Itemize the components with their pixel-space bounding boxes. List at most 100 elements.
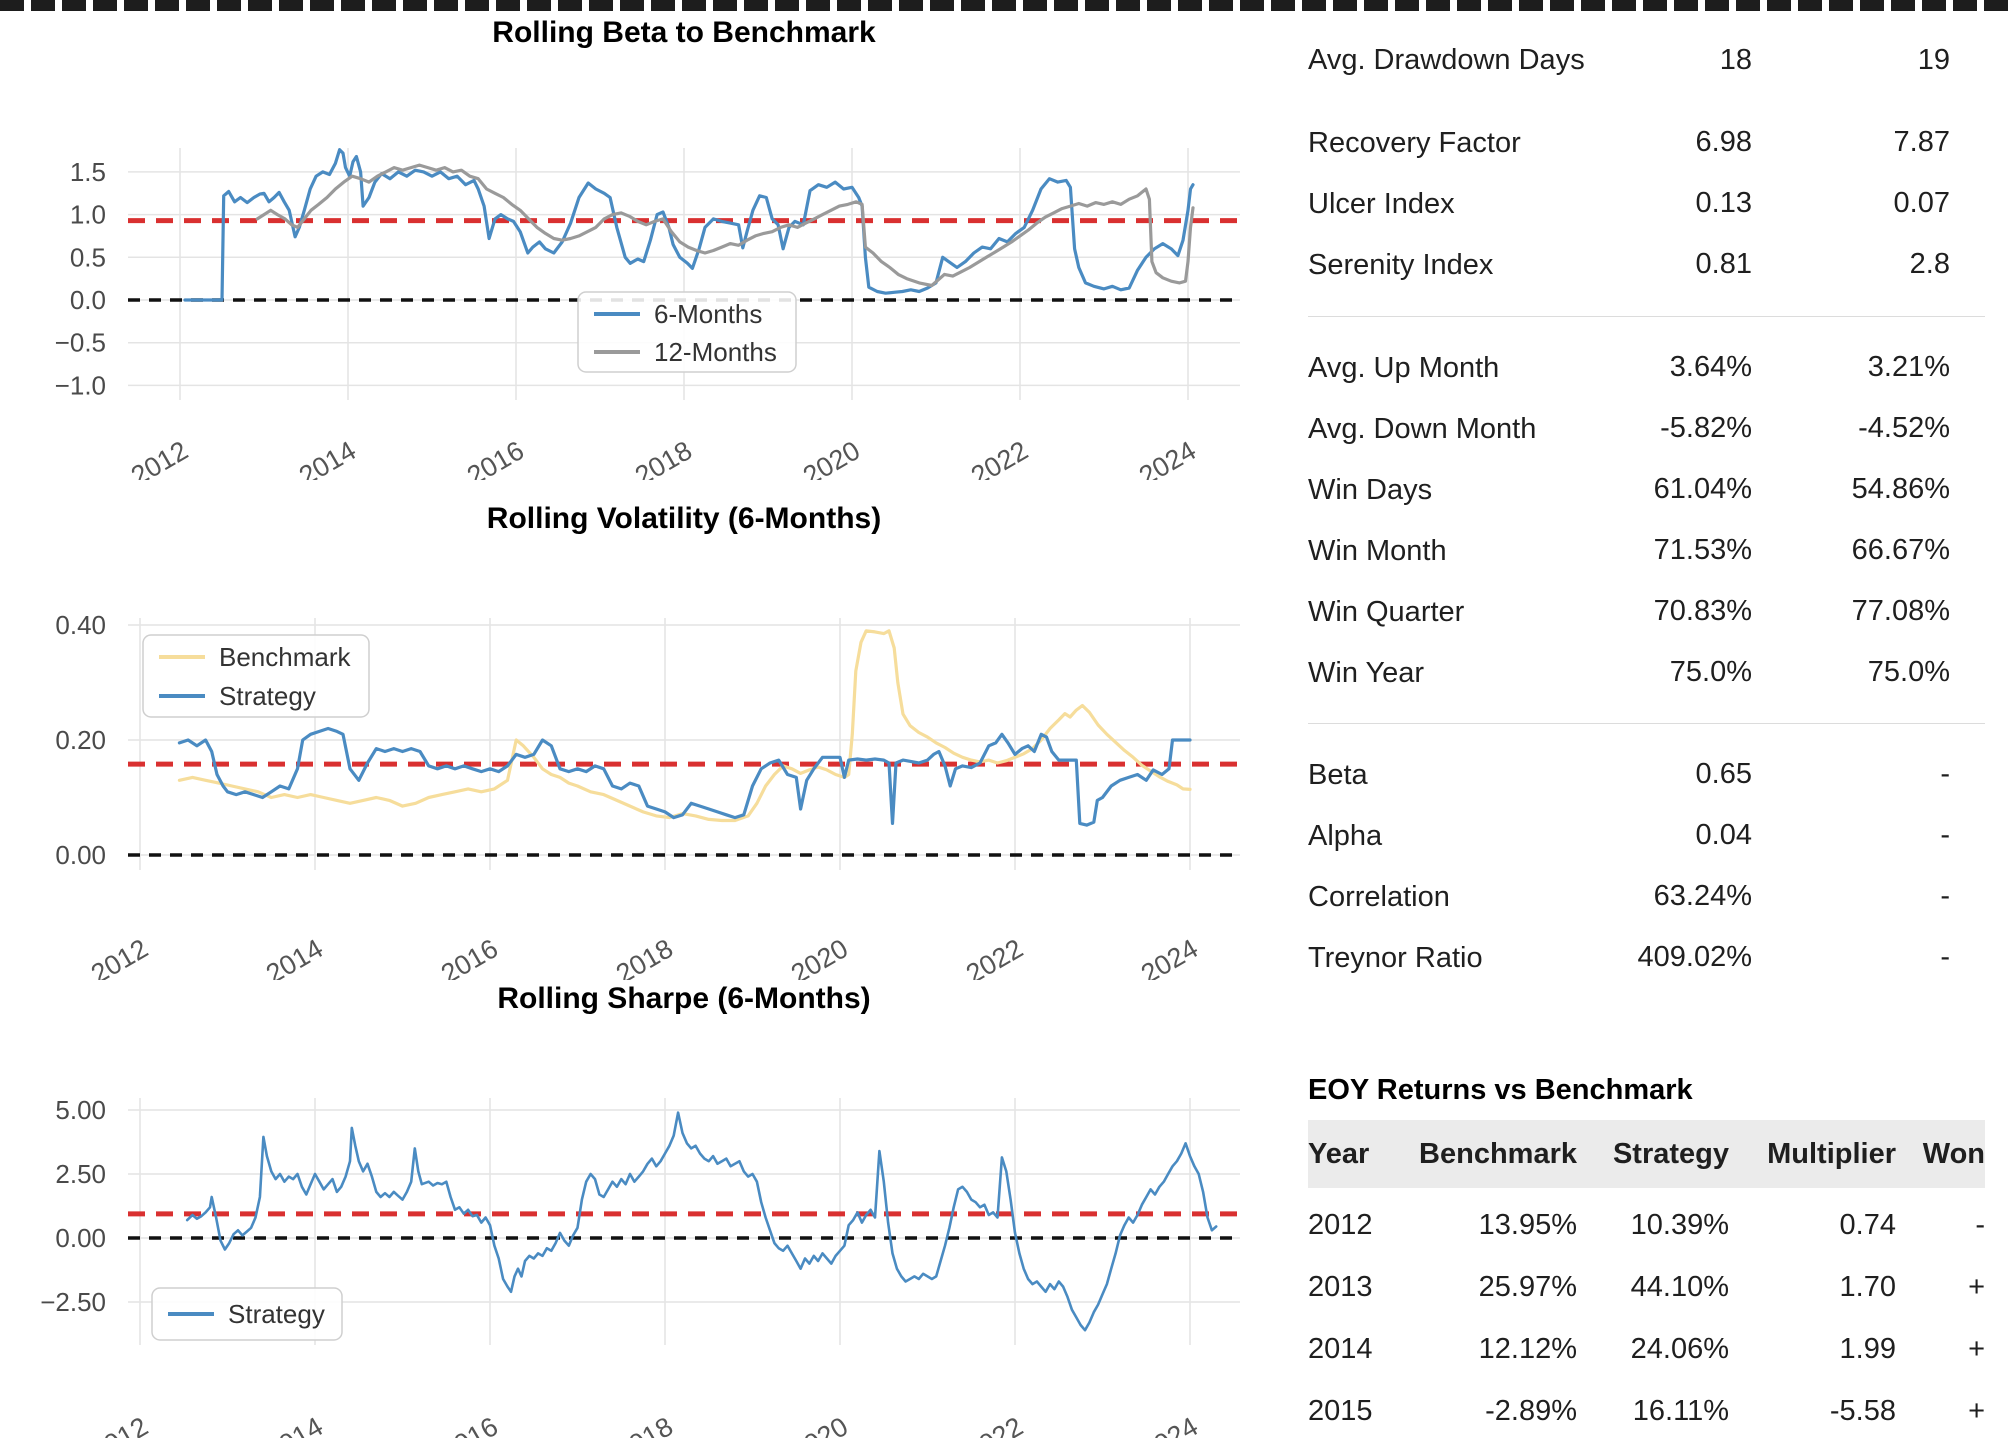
eoy-multiplier: 1.70 bbox=[1839, 1270, 1896, 1303]
metric-value-benchmark: 54.86% bbox=[1851, 473, 1950, 505]
metric-row: Win Year 75.0% 75.0% bbox=[1308, 642, 1985, 703]
series-line-strategy bbox=[185, 1111, 1218, 1332]
metric-value-strategy: 6.98 bbox=[1695, 126, 1752, 158]
y-tick-label: 0.20 bbox=[55, 725, 106, 755]
x-tick-label: 2022 bbox=[966, 435, 1033, 480]
y-tick-label: −2.50 bbox=[40, 1287, 106, 1317]
y-tick-label: −1.0 bbox=[55, 370, 106, 400]
metric-row: Avg. Up Month 3.64% 3.21% bbox=[1308, 337, 1985, 398]
metric-row: Win Month 71.53% 66.67% bbox=[1308, 520, 1985, 581]
metric-label: Win Year bbox=[1308, 656, 1425, 689]
rolling-beta-chart: 6-Months 12-Months 1.5 1.0 0.5 0.0 −0.5 −1.0 201… bbox=[55, 148, 1240, 480]
eoy-col-year: Year bbox=[1308, 1137, 1370, 1170]
metric-value-strategy: 0.04 bbox=[1695, 819, 1752, 851]
y-tick-label: 2.50 bbox=[55, 1159, 106, 1189]
eoy-col-multiplier: Multiplier bbox=[1767, 1137, 1896, 1170]
x-tick-label: 2014 bbox=[294, 435, 361, 480]
y-tick-label: 1.5 bbox=[70, 157, 106, 187]
x-tick-label: 2024 bbox=[1136, 933, 1203, 980]
metric-label: Ulcer Index bbox=[1308, 187, 1455, 220]
metric-value-strategy: 0.81 bbox=[1695, 248, 1752, 280]
eoy-returns-block: EOY Returns vs Benchmark Year Benchmark … bbox=[1308, 1070, 1985, 1438]
rolling-beta-title: Rolling Beta to Benchmark bbox=[492, 16, 876, 49]
metric-value-benchmark: 19 bbox=[1917, 43, 1950, 76]
eoy-strategy-return: 16.11% bbox=[1632, 1394, 1729, 1427]
eoy-benchmark-return: 12.12% bbox=[1478, 1332, 1577, 1365]
eoy-benchmark-return: 13.95% bbox=[1478, 1208, 1577, 1241]
metric-row: Avg. Down Month -5.82% -4.52% bbox=[1308, 398, 1985, 459]
metrics-panel: Avg. Drawdown Days 18 19 Recovery Factor 6.9… bbox=[1308, 0, 1985, 1438]
x-tick-label: 2020 bbox=[786, 933, 853, 980]
rolling-sharpe-title: Rolling Sharpe (6-Months) bbox=[497, 982, 871, 1015]
metric-value-strategy: 70.83% bbox=[1653, 595, 1752, 627]
series-line-12-months bbox=[255, 163, 1195, 288]
metric-value-strategy: 0.65 bbox=[1695, 758, 1752, 790]
x-tick-label: 2024 bbox=[1136, 1411, 1203, 1438]
metrics-section-winrates: Avg. Up Month 3.64% 3.21% Avg. Down Month -5… bbox=[1308, 317, 1985, 703]
eoy-year: 2013 bbox=[1308, 1270, 1373, 1303]
eoy-heading: EOY Returns vs Benchmark bbox=[1308, 1074, 1693, 1106]
eoy-col-strategy: Strategy bbox=[1612, 1137, 1729, 1170]
metric-row: Recovery Factor 6.98 7.87 bbox=[1308, 112, 1985, 173]
x-tick-label: 2014 bbox=[261, 1411, 328, 1438]
metric-value-strategy: 0.13 bbox=[1695, 187, 1752, 219]
eoy-table-row: 2015 -2.89% 16.11% -5.58 + bbox=[1308, 1380, 1985, 1438]
metric-label: Beta bbox=[1308, 758, 1368, 791]
metric-value-strategy: -5.82% bbox=[1660, 412, 1752, 444]
section-divider bbox=[1308, 723, 1985, 724]
metric-row: Treynor Ratio 409.02% - bbox=[1308, 927, 1985, 988]
legend-label: 6-Months bbox=[654, 299, 762, 329]
x-tick-label: 2012 bbox=[86, 1411, 153, 1438]
metric-value-benchmark: 0.07 bbox=[1893, 187, 1950, 219]
section-divider bbox=[1308, 316, 1985, 317]
eoy-year: 2014 bbox=[1308, 1332, 1373, 1365]
rolling-volatility-chart: Benchmark Strategy 0.40 0.20 0.00 2012 2014 201… bbox=[55, 610, 1240, 980]
metrics-section-greeks: Beta 0.65- Alpha 0.04- Correlation 63.24% - Tre… bbox=[1308, 724, 1985, 988]
eoy-benchmark-return: 25.97% bbox=[1478, 1270, 1577, 1303]
eoy-strategy-return: 10.39% bbox=[1630, 1208, 1729, 1241]
metric-row: Alpha 0.04 - bbox=[1308, 805, 1985, 866]
legend-box bbox=[151, 1287, 343, 1341]
metric-label: Recovery Factor bbox=[1308, 126, 1521, 159]
eoy-col-benchmark: Benchmark bbox=[1419, 1137, 1577, 1170]
metric-row: Win Days 61.04% 54.86% bbox=[1308, 459, 1985, 520]
y-tick-label: −0.5 bbox=[55, 328, 106, 358]
series-line-strategy bbox=[177, 726, 1192, 827]
metric-label: Win Days bbox=[1308, 473, 1433, 506]
metric-value-benchmark: 66.67% bbox=[1851, 534, 1950, 566]
metric-label: Avg. Drawdown Days bbox=[1308, 44, 1585, 76]
metric-value-benchmark: - bbox=[1940, 819, 1950, 851]
metric-value-benchmark: - bbox=[1940, 880, 1950, 912]
metric-value-strategy: 18 bbox=[1719, 43, 1752, 76]
eoy-strategy-return: 24.06% bbox=[1630, 1332, 1729, 1365]
metric-label: Avg. Down Month bbox=[1308, 412, 1537, 445]
eoy-won-flag: - bbox=[1975, 1208, 1985, 1241]
legend-label: Strategy bbox=[219, 681, 316, 711]
rolling-sharpe-chart: Strategy 5.00 2.50 0.00 −2.50 2012 2014 2016 201… bbox=[40, 1095, 1240, 1438]
metric-value-benchmark: 75.0% bbox=[1867, 656, 1950, 688]
y-tick-label: 1.0 bbox=[70, 200, 106, 230]
metric-row: Ulcer Index 0.13 0.07 bbox=[1308, 173, 1985, 234]
metric-label: Serenity Index bbox=[1308, 248, 1494, 281]
x-tick-label: 2016 bbox=[436, 1411, 503, 1438]
metric-label: Correlation bbox=[1308, 880, 1450, 913]
y-tick-label: 0.5 bbox=[70, 242, 106, 272]
y-tick-label: 5.00 bbox=[55, 1095, 106, 1125]
eoy-year: 2015 bbox=[1308, 1394, 1373, 1427]
metric-value-benchmark: 2.8 bbox=[1909, 248, 1950, 280]
metric-row: Win Quarter 70.83% 77.08% bbox=[1308, 581, 1985, 642]
eoy-multiplier: 1.99 bbox=[1839, 1332, 1896, 1365]
eoy-won-flag: + bbox=[1968, 1332, 1985, 1365]
metric-value-strategy: 71.53% bbox=[1653, 534, 1752, 566]
metric-value-benchmark: - bbox=[1940, 941, 1950, 973]
metric-label: Win Quarter bbox=[1308, 595, 1465, 628]
eoy-multiplier: 0.74 bbox=[1839, 1208, 1896, 1241]
eoy-table-header: Year Benchmark Strategy Multiplier Won bbox=[1308, 1120, 1985, 1188]
metric-value-strategy: 61.04% bbox=[1653, 473, 1752, 505]
metric-value-benchmark: - bbox=[1940, 758, 1950, 790]
metric-value-benchmark: -4.52% bbox=[1858, 412, 1950, 444]
x-tick-label: 2014 bbox=[261, 933, 328, 980]
eoy-year: 2012 bbox=[1308, 1208, 1373, 1241]
x-tick-label: 2022 bbox=[961, 933, 1028, 980]
